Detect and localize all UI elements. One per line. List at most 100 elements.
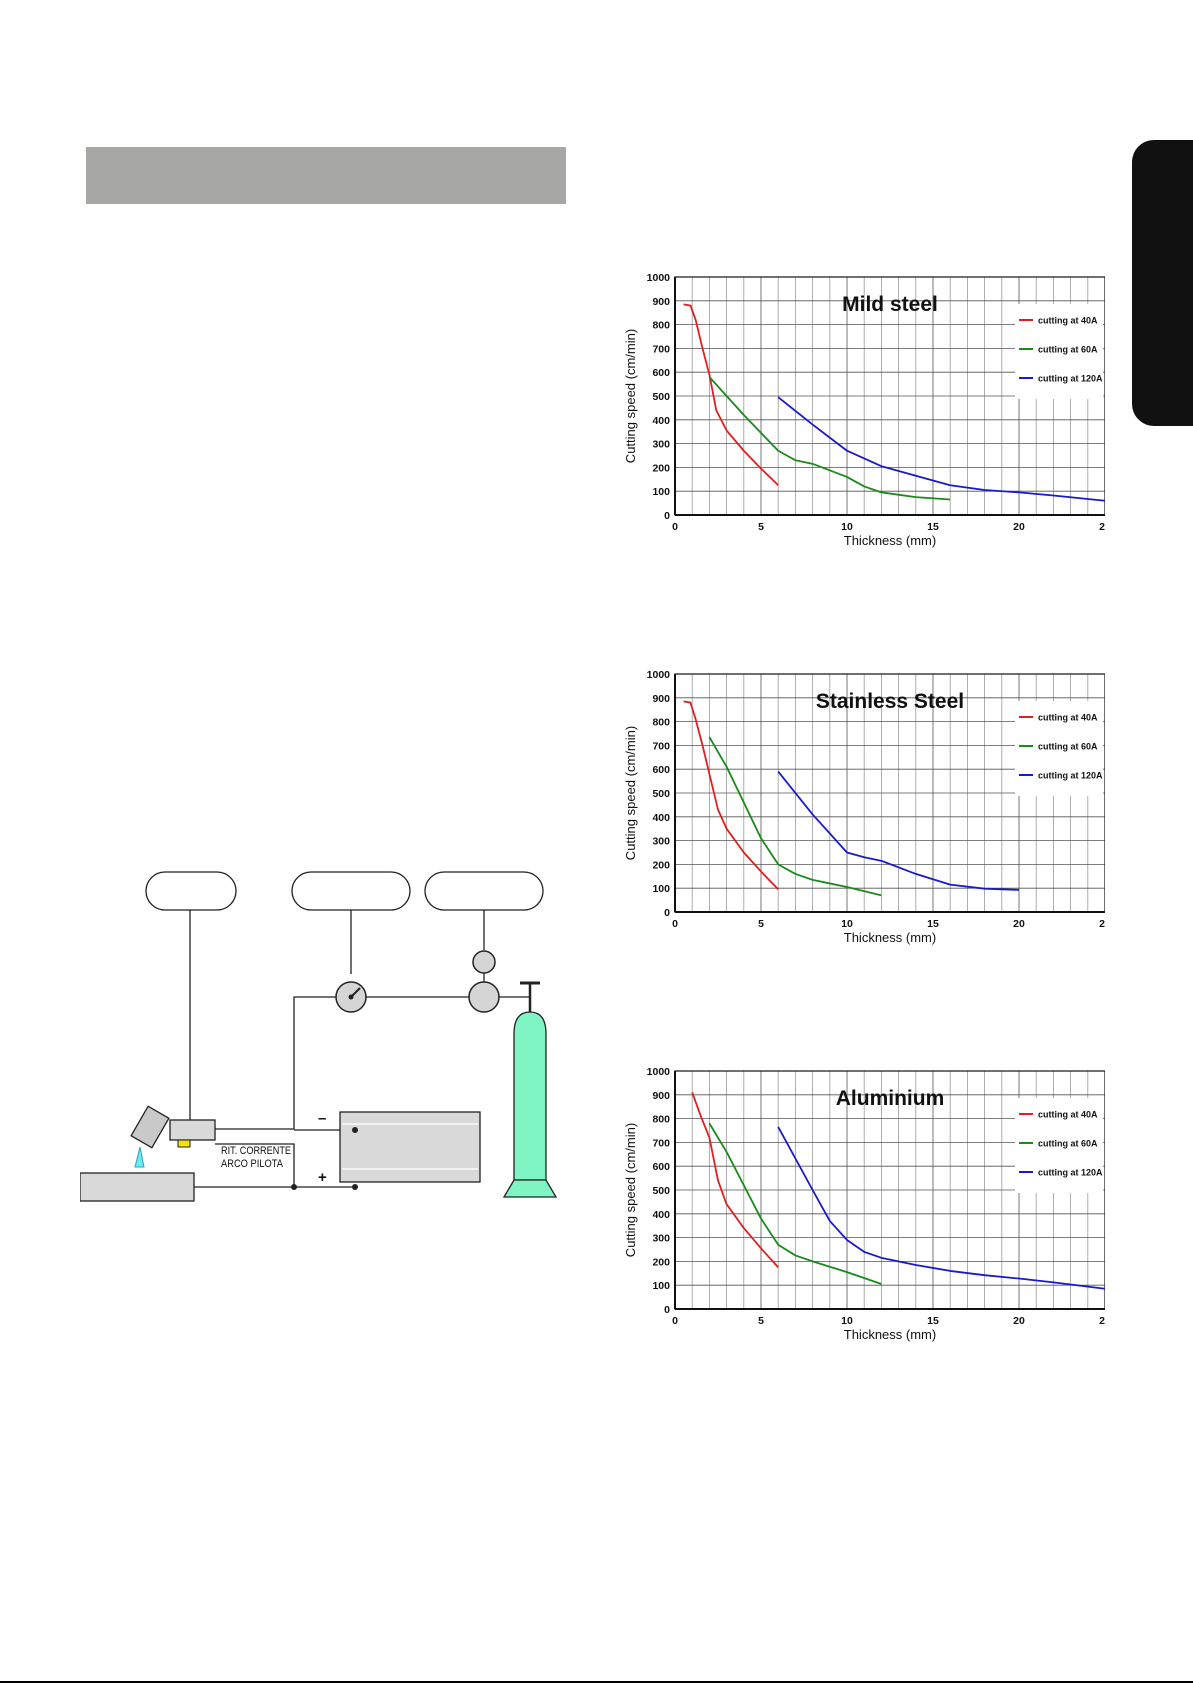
chart-mild-steel: 0 100 200 300 400 500 600 700 800 900 1000 0 5 10 15 20… bbox=[615, 265, 1111, 565]
y-tick-label: 200 bbox=[652, 1256, 670, 1268]
regulator-small-icon bbox=[472, 950, 496, 974]
legend-label: cutting at 40A bbox=[1038, 316, 1098, 326]
series-line bbox=[777, 396, 1106, 502]
series-line bbox=[708, 736, 882, 897]
series-line bbox=[708, 1122, 882, 1285]
y-tick-label: 500 bbox=[652, 1185, 670, 1197]
minus-sign: – bbox=[318, 1110, 326, 1127]
y-tick-label: 700 bbox=[652, 343, 670, 355]
x-axis-label: Thickness (mm) bbox=[844, 1327, 936, 1342]
legend-label: cutting at 120A bbox=[1038, 771, 1103, 781]
x-tick-label: 15 bbox=[927, 918, 939, 930]
legend-label: cutting at 60A bbox=[1038, 345, 1098, 355]
series-line bbox=[691, 1092, 779, 1268]
x-tick-label: 5 bbox=[758, 521, 764, 533]
torch-icon bbox=[130, 1105, 216, 1168]
series-line bbox=[683, 700, 779, 891]
pilot-arc-label-line2: ARCO PILOTA bbox=[221, 1158, 284, 1170]
x-tick-label: 0 bbox=[672, 521, 678, 533]
y-tick-label: 200 bbox=[652, 859, 670, 871]
legend: cutting at 40A cutting at 60A cutting at 1… bbox=[1015, 304, 1103, 399]
x-tick-label: 10 bbox=[841, 521, 853, 533]
section-header-bar bbox=[86, 147, 566, 204]
x-tick-label: 10 bbox=[841, 1315, 853, 1327]
workpiece-icon bbox=[79, 1172, 195, 1202]
y-tick-label: 300 bbox=[652, 836, 670, 848]
legend: cutting at 40A cutting at 60A cutting at 1… bbox=[1015, 701, 1103, 796]
y-tick-label: 1000 bbox=[647, 669, 671, 681]
y-axis-label: Cutting speed (cm/min) bbox=[623, 726, 638, 860]
y-tick-label: 400 bbox=[652, 415, 670, 427]
y-tick-label: 1000 bbox=[647, 272, 671, 284]
y-tick-label: 500 bbox=[652, 391, 670, 403]
y-tick-label: 900 bbox=[652, 1090, 670, 1102]
footer-rule bbox=[0, 1681, 1193, 1683]
legend-label: cutting at 40A bbox=[1038, 713, 1098, 723]
x-tick-label: 20 bbox=[1013, 918, 1025, 930]
y-axis-label: Cutting speed (cm/min) bbox=[623, 329, 638, 463]
series-line bbox=[683, 303, 779, 486]
y-tick-label: 0 bbox=[664, 1304, 670, 1316]
y-tick-label: 0 bbox=[664, 907, 670, 919]
y-tick-label: 400 bbox=[652, 812, 670, 824]
x-tick-label: 0 bbox=[672, 1315, 678, 1327]
chart-aluminium: 0 100 200 300 400 500 600 700 800 900 1000 0 5 10 15 20… bbox=[615, 1059, 1111, 1359]
y-axis-label: Cutting speed (cm/min) bbox=[623, 1123, 638, 1257]
chart-stainless-steel: 0 100 200 300 400 500 600 700 800 900 1000 0 5 10 15 20… bbox=[615, 662, 1111, 962]
connection-diagram: – + RIT. CORRENTE ARCO PILOTA bbox=[79, 862, 580, 1207]
x-tick-label: 15 bbox=[927, 1315, 939, 1327]
chart-title: Stainless Steel bbox=[816, 690, 964, 713]
y-tick-label: 100 bbox=[652, 486, 670, 498]
y-tick-label: 700 bbox=[652, 740, 670, 752]
series-line bbox=[708, 376, 951, 501]
y-tick-label: 0 bbox=[664, 510, 670, 522]
side-tab-marker bbox=[1132, 140, 1193, 426]
y-tick-label: 300 bbox=[652, 439, 670, 451]
x-tick-label: 0 bbox=[672, 918, 678, 930]
x-axis-label: Thickness (mm) bbox=[844, 533, 936, 548]
label-box-2 bbox=[291, 871, 411, 911]
x-tick-label: 25 bbox=[1099, 918, 1105, 930]
y-tick-label: 800 bbox=[652, 1114, 670, 1126]
legend-label: cutting at 60A bbox=[1038, 742, 1098, 752]
y-tick-label: 800 bbox=[652, 717, 670, 729]
y-tick-label: 900 bbox=[652, 296, 670, 308]
y-tick-label: 400 bbox=[652, 1209, 670, 1221]
y-tick-label: 600 bbox=[652, 1161, 670, 1173]
x-tick-label: 20 bbox=[1013, 1315, 1025, 1327]
x-tick-label: 20 bbox=[1013, 521, 1025, 533]
y-tick-label: 200 bbox=[652, 462, 670, 474]
label-box-1 bbox=[145, 871, 237, 911]
legend-label: cutting at 60A bbox=[1038, 1139, 1098, 1149]
x-tick-label: 10 bbox=[841, 918, 853, 930]
y-tick-label: 1000 bbox=[647, 1066, 671, 1078]
y-tick-label: 100 bbox=[652, 883, 670, 895]
x-axis-label: Thickness (mm) bbox=[844, 930, 936, 945]
y-tick-label: 300 bbox=[652, 1233, 670, 1245]
y-tick-label: 100 bbox=[652, 1280, 670, 1292]
chart-title: Aluminium bbox=[836, 1087, 945, 1110]
series-line bbox=[777, 1126, 1106, 1290]
x-tick-label: 5 bbox=[758, 918, 764, 930]
y-tick-label: 600 bbox=[652, 764, 670, 776]
chart-title: Mild steel bbox=[842, 293, 938, 316]
y-tick-label: 500 bbox=[652, 788, 670, 800]
y-tick-label: 600 bbox=[652, 367, 670, 379]
y-tick-label: 900 bbox=[652, 693, 670, 705]
legend-label: cutting at 40A bbox=[1038, 1110, 1098, 1120]
gas-cylinder-icon bbox=[502, 981, 558, 1198]
legend-label: cutting at 120A bbox=[1038, 1168, 1103, 1178]
y-tick-label: 800 bbox=[652, 320, 670, 332]
x-tick-label: 15 bbox=[927, 521, 939, 533]
power-source-icon bbox=[339, 1111, 481, 1183]
x-tick-label: 25 bbox=[1099, 1315, 1105, 1327]
label-box-3 bbox=[424, 871, 544, 911]
plus-sign: + bbox=[318, 1169, 327, 1186]
pilot-arc-label-line1: RIT. CORRENTE bbox=[221, 1145, 291, 1157]
legend: cutting at 40A cutting at 60A cutting at 1… bbox=[1015, 1098, 1103, 1193]
x-tick-label: 25 bbox=[1099, 521, 1105, 533]
series-line bbox=[777, 771, 1020, 891]
x-tick-label: 5 bbox=[758, 1315, 764, 1327]
legend-label: cutting at 120A bbox=[1038, 374, 1103, 384]
y-tick-label: 700 bbox=[652, 1137, 670, 1149]
